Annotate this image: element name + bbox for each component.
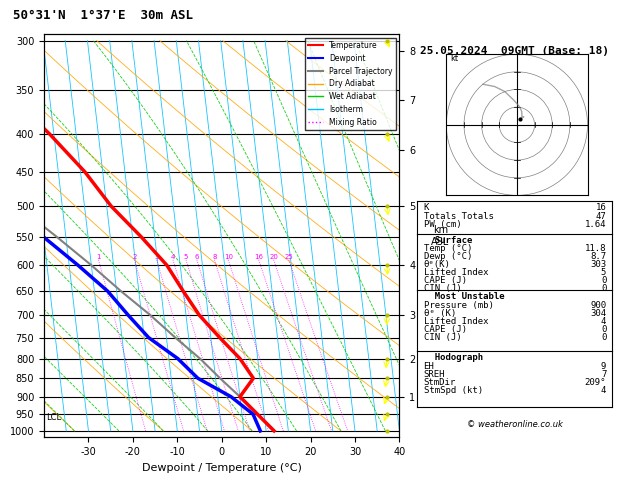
Text: θᵉ (K): θᵉ (K) bbox=[423, 309, 456, 318]
Text: 2: 2 bbox=[132, 254, 136, 260]
Text: K: K bbox=[423, 204, 429, 212]
Text: 304: 304 bbox=[590, 309, 606, 318]
Text: Totals Totals: Totals Totals bbox=[423, 211, 493, 221]
Text: 7: 7 bbox=[601, 370, 606, 379]
Text: 1: 1 bbox=[96, 254, 101, 260]
Text: 303: 303 bbox=[590, 260, 606, 269]
Text: 4: 4 bbox=[171, 254, 175, 260]
Text: PW (cm): PW (cm) bbox=[423, 220, 461, 228]
Text: 1.64: 1.64 bbox=[585, 220, 606, 228]
Text: Lifted Index: Lifted Index bbox=[423, 317, 488, 326]
Text: CIN (J): CIN (J) bbox=[423, 284, 461, 293]
Text: 11.8: 11.8 bbox=[585, 244, 606, 253]
Text: EH: EH bbox=[423, 362, 434, 370]
Text: Dewp (°C): Dewp (°C) bbox=[423, 252, 472, 261]
Y-axis label: km
ASL: km ASL bbox=[431, 225, 450, 246]
Text: 5: 5 bbox=[601, 268, 606, 277]
Text: 16: 16 bbox=[254, 254, 264, 260]
Text: Most Unstable: Most Unstable bbox=[423, 292, 504, 301]
Text: StmSpd (kt): StmSpd (kt) bbox=[423, 386, 482, 395]
Text: 209°: 209° bbox=[585, 378, 606, 387]
Text: 47: 47 bbox=[596, 211, 606, 221]
Text: 0: 0 bbox=[601, 284, 606, 293]
Text: Surface: Surface bbox=[423, 236, 472, 245]
Text: © weatheronline.co.uk: © weatheronline.co.uk bbox=[467, 420, 563, 429]
Text: 20: 20 bbox=[269, 254, 278, 260]
Text: Temp (°C): Temp (°C) bbox=[423, 244, 472, 253]
Text: 0: 0 bbox=[601, 276, 606, 285]
Text: 4: 4 bbox=[601, 386, 606, 395]
Text: Lifted Index: Lifted Index bbox=[423, 268, 488, 277]
Text: CAPE (J): CAPE (J) bbox=[423, 276, 467, 285]
Text: 9: 9 bbox=[601, 362, 606, 370]
Text: 10: 10 bbox=[224, 254, 233, 260]
Text: LCL: LCL bbox=[47, 413, 62, 422]
Legend: Temperature, Dewpoint, Parcel Trajectory, Dry Adiabat, Wet Adiabat, Isotherm, Mi: Temperature, Dewpoint, Parcel Trajectory… bbox=[304, 38, 396, 130]
Text: 900: 900 bbox=[590, 301, 606, 310]
Text: 25: 25 bbox=[284, 254, 293, 260]
Text: 0: 0 bbox=[601, 325, 606, 334]
Text: 25.05.2024  09GMT (Base: 18): 25.05.2024 09GMT (Base: 18) bbox=[420, 46, 610, 56]
Text: 5: 5 bbox=[184, 254, 188, 260]
Text: CIN (J): CIN (J) bbox=[423, 333, 461, 342]
Text: Hodograph: Hodograph bbox=[423, 353, 482, 362]
Text: Pressure (mb): Pressure (mb) bbox=[423, 301, 493, 310]
Text: 16: 16 bbox=[596, 204, 606, 212]
Text: θᵉ(K): θᵉ(K) bbox=[423, 260, 450, 269]
Text: CAPE (J): CAPE (J) bbox=[423, 325, 467, 334]
Text: 6: 6 bbox=[194, 254, 199, 260]
Text: 0: 0 bbox=[601, 333, 606, 342]
Text: 4: 4 bbox=[601, 317, 606, 326]
Text: StmDir: StmDir bbox=[423, 378, 456, 387]
Text: 8.7: 8.7 bbox=[590, 252, 606, 261]
X-axis label: Dewpoint / Temperature (°C): Dewpoint / Temperature (°C) bbox=[142, 463, 302, 473]
Text: 8: 8 bbox=[212, 254, 216, 260]
Text: 50°31'N  1°37'E  30m ASL: 50°31'N 1°37'E 30m ASL bbox=[13, 9, 192, 22]
Text: 3: 3 bbox=[154, 254, 159, 260]
Text: SREH: SREH bbox=[423, 370, 445, 379]
